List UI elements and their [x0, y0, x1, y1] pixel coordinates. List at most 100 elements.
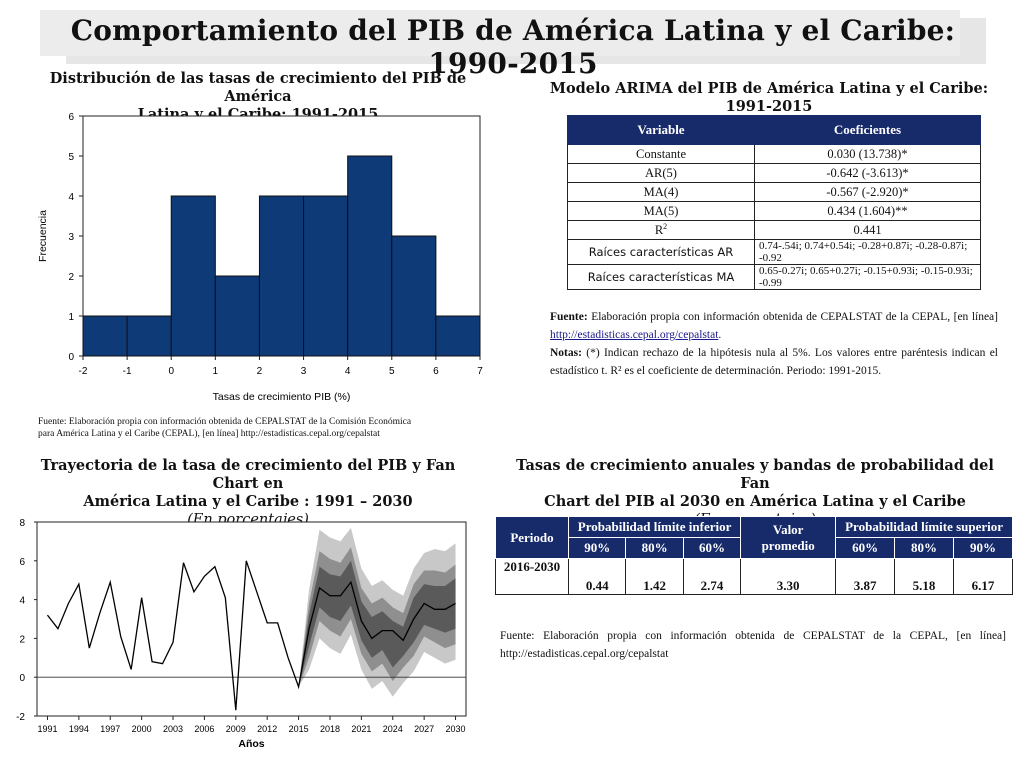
table-row: MA(5) 0.434 (1.604)**	[567, 201, 981, 221]
fantable-title-line1: Tasas de crecimiento anuales y bandas de…	[516, 457, 994, 492]
fan-x-tick-label: 2024	[383, 724, 403, 734]
histogram-y-tick-label: 4	[68, 192, 74, 203]
arima-notes: Fuente: Elaboración propia con informaci…	[550, 308, 998, 380]
arima-header-variable: Variable	[567, 115, 755, 145]
histogram-x-tick-label: 2	[257, 366, 263, 377]
page-title: Comportamiento del PIB de América Latina…	[70, 14, 956, 80]
histogram-y-tick-label: 1	[68, 312, 74, 323]
arima-title: Modelo ARIMA del PIB de América Latina y…	[549, 80, 989, 115]
histogram-bar	[126, 315, 172, 357]
fan-chart: -2 0 2 4 6 8 1991 1994 1997 2000 2003 2006 2009 2012 2…	[16, 518, 467, 750]
fan-x-tick-label: 1997	[100, 724, 120, 734]
arima-var-ma4: MA(4)	[567, 182, 755, 202]
histogram-y-tick-label: 3	[68, 232, 74, 243]
fan-cell-periodo: 2016-2030	[495, 558, 569, 595]
arima-roots-ma-label: Raíces características MA	[567, 264, 755, 290]
table-row: Raíces características MA 0.65-0.27i; 0.6…	[567, 264, 981, 290]
arima-note: Notas: (*) Indican rechazo de la hipótes…	[550, 344, 998, 380]
fanchart-title-line2: América Latina y el Caribe : 1991 – 2030	[83, 493, 413, 510]
fan-sub-60-low: 60%	[682, 537, 742, 559]
fan-header-row2: 90% 80% 60% 60% 80% 90%	[496, 537, 1013, 559]
arima-header-coef: Coeficientes	[754, 115, 981, 145]
arima-var-constante: Constante	[567, 144, 755, 164]
fan-cell-90-low: 0.44	[567, 558, 627, 595]
fan-header-row1: Periodo Probabilidad límite inferior Val…	[495, 516, 1013, 559]
fan-table: Periodo Probabilidad límite inferior Val…	[495, 516, 1013, 595]
arima-roots-ar-label: Raíces características AR	[567, 239, 755, 265]
histogram-y-tick-label: 0	[68, 352, 74, 363]
fan-sub-60-high: 60%	[835, 537, 896, 559]
table-row: 2016-2030 0.44 1.42 2.74 3.30 3.87 5.18 …	[495, 558, 1013, 595]
arima-var-ar5: AR(5)	[567, 163, 755, 183]
table-row: AR(5) -0.642 (-3.613)*	[567, 163, 981, 183]
histogram-x-axis-label: Tasas de crecimiento PIB (%)	[213, 391, 351, 403]
fan-x-tick-label: 2021	[351, 724, 371, 734]
arima-var-ma5: MA(5)	[567, 201, 755, 221]
histogram-bar	[435, 315, 481, 357]
arima-roots-ar-value: 0.74-.54i; 0.74+0.54i; -0.28+0.87i; -0.2…	[754, 239, 981, 265]
histogram-source: Fuente: Elaboración propia con informaci…	[38, 416, 488, 440]
arima-notes-label: Notas:	[550, 347, 582, 359]
arima-source-link[interactable]: http://estadisticas.cepal.org/cepalstat	[550, 329, 719, 341]
fantable-title-line2: Chart del PIB al 2030 en América Latina …	[544, 493, 966, 510]
histogram-source-line2: para América Latina y el Caribe (CEPAL),…	[38, 429, 380, 439]
arima-source-text: Elaboración propia con información obten…	[587, 311, 998, 323]
histogram-x-tick-label: 7	[477, 366, 483, 377]
histogram-bar	[170, 195, 216, 357]
fan-header-inferior: Probabilidad límite inferior	[567, 516, 742, 538]
fan-x-tick-label: 2006	[194, 724, 214, 734]
fan-y-tick-label: -2	[16, 712, 25, 723]
fanchart-title: Trayectoria de la tasa de crecimiento de…	[18, 457, 478, 529]
fan-cell-80-high: 5.18	[894, 558, 955, 595]
fanchart-title-line1: Trayectoria de la tasa de crecimiento de…	[40, 457, 456, 492]
arima-source: Fuente: Elaboración propia con informaci…	[550, 311, 998, 341]
histogram-y-tick-label: 5	[68, 152, 74, 163]
fan-cell-80-low: 1.42	[625, 558, 684, 595]
arima-coef-ma5: 0.434 (1.604)**	[754, 201, 981, 221]
fan-cell-90-high: 6.17	[953, 558, 1013, 595]
fan-y-tick-label: 4	[19, 596, 25, 607]
histogram-x-tick-label: -1	[123, 366, 132, 377]
fan-series-line	[46, 560, 456, 711]
fan-cell-60-low: 2.74	[682, 558, 742, 595]
arima-coef-constante: 0.030 (13.738)*	[754, 144, 981, 164]
fan-x-tick-label: 2012	[257, 724, 277, 734]
table-row: R2 0.441	[567, 220, 981, 240]
fan-y-tick-label: 6	[19, 557, 25, 568]
fan-band-60	[298, 560, 456, 687]
histogram-x-tick-label: 4	[345, 366, 351, 377]
arima-source-label: Fuente:	[550, 311, 588, 323]
fan-x-tick-label: 1994	[69, 724, 89, 734]
fan-x-tick-label: 2003	[163, 724, 183, 734]
histogram-x-tick-label: 1	[213, 366, 219, 377]
arima-roots-ma-value: 0.65-0.27i; 0.65+0.27i; -0.15+0.93i; -0.…	[754, 264, 981, 290]
fan-header-periodo: Periodo	[495, 516, 569, 559]
table-row: Constante 0.030 (13.738)*	[567, 144, 981, 164]
table-row: MA(4) -0.567 (-2.920)*	[567, 182, 981, 202]
fan-x-tick-label: 2015	[289, 724, 309, 734]
arima-coef-ma4: -0.567 (-2.920)*	[754, 182, 981, 202]
arima-header-row: Variable Coeficientes	[567, 115, 981, 145]
fan-sub-80-low: 80%	[625, 537, 684, 559]
fan-x-axis-label: Años	[238, 738, 264, 750]
histogram-y-tick-label: 6	[68, 112, 74, 123]
fan-sub-90-high: 90%	[953, 537, 1013, 559]
fan-y-tick-label: 8	[19, 518, 25, 529]
fan-header-superior: Probabilidad límite superior	[835, 516, 1013, 538]
fan-sub-90-low: 90%	[567, 537, 627, 559]
arima-table: Variable Coeficientes Constante 0.030 (13…	[567, 115, 981, 290]
fan-header-valor: Valor promedio	[740, 516, 837, 559]
histogram-title-line1: Distribución de las tasas de crecimiento…	[49, 70, 467, 105]
histogram-bar	[258, 195, 305, 357]
title-banner	[40, 10, 960, 56]
histogram-bar	[82, 315, 128, 357]
histogram-x-tick-label: 0	[168, 366, 174, 377]
arima-coef-r2: 0.441	[754, 220, 981, 240]
fan-x-tick-label: 1991	[37, 724, 57, 734]
histogram-bar	[347, 155, 393, 357]
fan-cell-valor: 3.30	[740, 558, 837, 595]
fantable-source: Fuente: Elaboración propia con informaci…	[500, 630, 1006, 660]
fan-x-tick-label: 2018	[320, 724, 340, 734]
histogram-bar	[391, 235, 437, 357]
histogram-x-tick-label: 5	[389, 366, 395, 377]
